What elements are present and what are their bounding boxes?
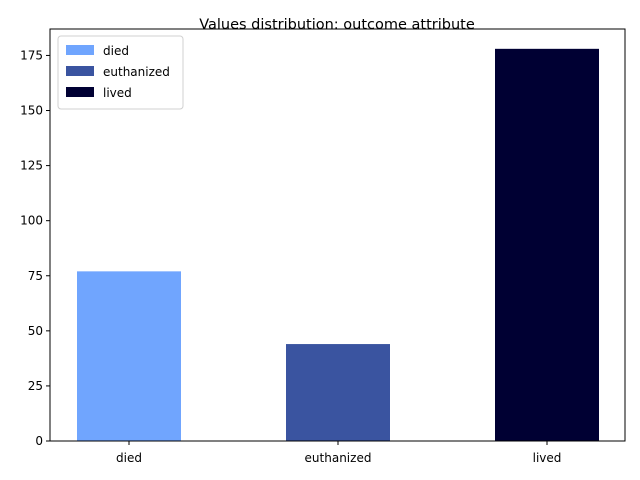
- y-tick-label: 50: [28, 324, 43, 338]
- bar-euthanized: [286, 344, 390, 441]
- y-tick-label: 150: [20, 104, 43, 118]
- x-tick-label: euthanized: [305, 451, 372, 465]
- y-tick-label: 75: [28, 269, 43, 283]
- x-axis: died euthanized lived: [116, 441, 561, 465]
- axes-frame: [49, 28, 626, 442]
- y-tick-label: 125: [20, 159, 43, 173]
- x-tick-label: lived: [533, 451, 562, 465]
- legend-label-lived: lived: [103, 86, 132, 100]
- y-tick-label: 0: [35, 434, 43, 448]
- legend-swatch-died: [66, 45, 94, 55]
- legend-label-euthanized: euthanized: [103, 65, 170, 79]
- legend: died euthanized lived: [57, 35, 184, 110]
- legend-swatch-lived: [66, 87, 94, 97]
- legend-label-died: died: [103, 44, 129, 58]
- legend-swatch-euthanized: [66, 66, 94, 76]
- y-tick-label: 175: [20, 48, 43, 62]
- bar-died: [77, 271, 181, 441]
- bars: [77, 48, 599, 441]
- chart-title: Values distribution: outcome attribute: [199, 17, 475, 33]
- y-axis: 0 25 50 75 100 125 150 175: [20, 48, 50, 448]
- bar-lived: [495, 48, 599, 441]
- y-tick-label: 25: [28, 379, 43, 393]
- x-tick-label: died: [116, 451, 142, 465]
- y-tick-label: 100: [20, 214, 43, 228]
